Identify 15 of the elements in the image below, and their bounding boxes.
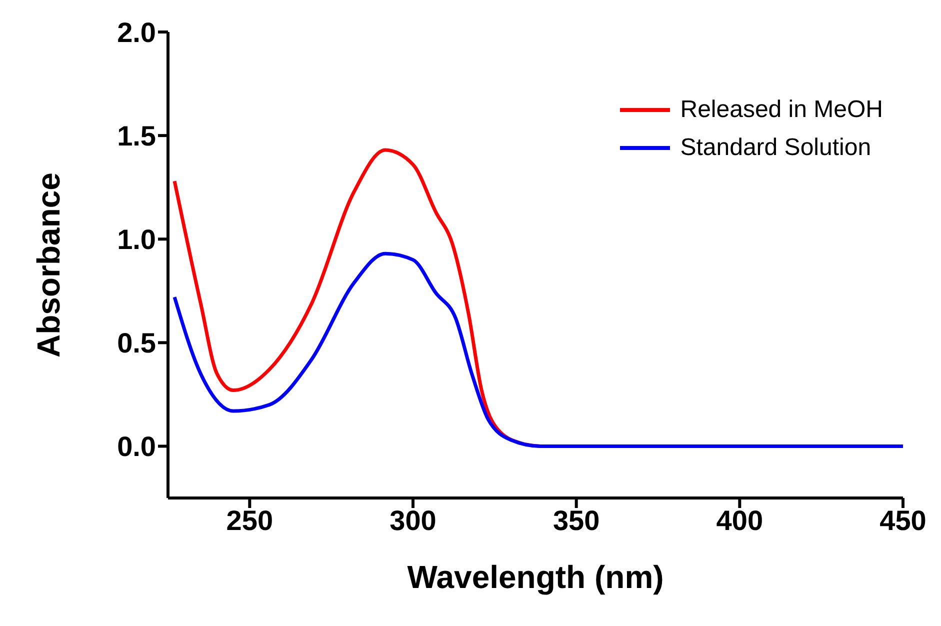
x-tick-label: 300 — [390, 504, 436, 536]
legend-label: Standard Solution — [680, 134, 872, 162]
y-tick-label: 1.0 — [117, 224, 156, 256]
legend-label: Released in MeOH — [680, 96, 883, 124]
y-axis-title: Absorbance — [30, 172, 66, 358]
y-tick-label: 2.0 — [117, 16, 156, 48]
x-tick-label: 250 — [226, 504, 274, 536]
y-tick-label: 0.0 — [117, 431, 156, 462]
line-series — [172, 252, 903, 448]
x-axis-title: Wavelength (nm) — [407, 559, 664, 595]
x-tick-label: 400 — [716, 504, 764, 536]
x-tick-label: 350 — [552, 504, 600, 536]
x-tick-label: 450 — [880, 504, 926, 536]
y-tick-label: 1.5 — [117, 120, 156, 152]
y-tick-label: 0.5 — [117, 328, 156, 359]
